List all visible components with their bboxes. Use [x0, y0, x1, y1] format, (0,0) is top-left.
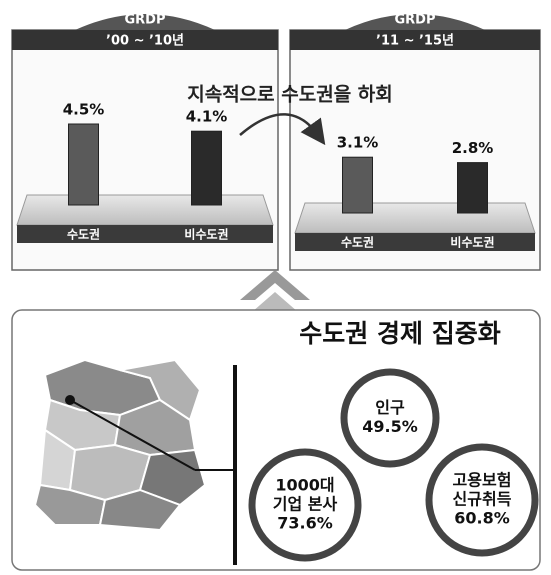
- stat-label: 신규취득: [453, 490, 512, 509]
- up-arrow: [240, 270, 310, 300]
- stat-value: 49.5%: [362, 417, 418, 436]
- category-label: 수도권: [67, 228, 100, 242]
- stat-label: 고용보험: [453, 471, 512, 490]
- map: [33, 358, 207, 532]
- stat-circle: [425, 443, 539, 557]
- annotation: 지속적으로 수도권을 하회: [187, 84, 393, 106]
- category-label: 비수도권: [184, 227, 228, 242]
- trend-arrow: [239, 113, 326, 146]
- bar: [342, 156, 373, 214]
- period-bar: [12, 30, 278, 50]
- stat-circle: [340, 368, 440, 468]
- value-label: 4.1%: [186, 108, 228, 126]
- category-label: 수도권: [341, 236, 374, 250]
- chart-subtitle: ’11 ~ ’15년: [376, 34, 454, 49]
- label-band: [17, 225, 273, 243]
- category-label: 비수도권: [450, 235, 494, 250]
- stat-label: 기업 본사: [273, 495, 338, 514]
- period-bar: [290, 30, 540, 50]
- connector: [69, 399, 196, 471]
- stat-label: 인구: [375, 398, 405, 417]
- platform: [16, 194, 274, 226]
- stat-value: 60.8%: [454, 509, 510, 528]
- value-label: 4.5%: [63, 101, 105, 119]
- chart-subtitle: ’00 ~ ’10년: [106, 34, 184, 49]
- stat-circle: [248, 448, 362, 562]
- chart-title: GRDP: [395, 13, 436, 28]
- value-label: 2.8%: [452, 139, 494, 157]
- bar: [68, 123, 99, 206]
- header-dome: [75, 14, 215, 30]
- bar: [191, 130, 222, 206]
- label-band: [295, 233, 535, 251]
- chart-title: GRDP: [125, 13, 166, 28]
- stat-value: 73.6%: [277, 514, 333, 533]
- platform: [294, 202, 536, 234]
- up-arrow: [252, 292, 298, 312]
- connector-dot: [65, 395, 75, 405]
- stat-label: 1000대: [275, 476, 334, 495]
- header-dome: [345, 14, 485, 30]
- value-label: 3.1%: [337, 134, 379, 152]
- bar: [457, 162, 488, 214]
- section-title: 수도권 경제 집중화: [299, 319, 500, 348]
